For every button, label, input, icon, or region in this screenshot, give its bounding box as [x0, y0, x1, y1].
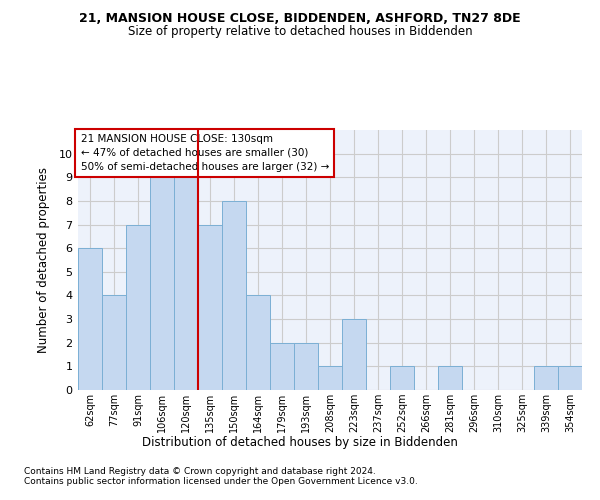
- Bar: [342, 319, 366, 390]
- Bar: [78, 248, 102, 390]
- Bar: [198, 224, 222, 390]
- Bar: [558, 366, 582, 390]
- Text: 21 MANSION HOUSE CLOSE: 130sqm
← 47% of detached houses are smaller (30)
50% of : 21 MANSION HOUSE CLOSE: 130sqm ← 47% of …: [80, 134, 329, 172]
- Text: Contains HM Land Registry data © Crown copyright and database right 2024.: Contains HM Land Registry data © Crown c…: [24, 467, 376, 476]
- Bar: [246, 296, 270, 390]
- Bar: [126, 224, 150, 390]
- Bar: [270, 342, 294, 390]
- Text: Distribution of detached houses by size in Biddenden: Distribution of detached houses by size …: [142, 436, 458, 449]
- Bar: [102, 296, 126, 390]
- Text: Size of property relative to detached houses in Biddenden: Size of property relative to detached ho…: [128, 25, 472, 38]
- Bar: [390, 366, 414, 390]
- Bar: [534, 366, 558, 390]
- Text: Contains public sector information licensed under the Open Government Licence v3: Contains public sector information licen…: [24, 477, 418, 486]
- Bar: [294, 342, 318, 390]
- Bar: [174, 178, 198, 390]
- Text: 21, MANSION HOUSE CLOSE, BIDDENDEN, ASHFORD, TN27 8DE: 21, MANSION HOUSE CLOSE, BIDDENDEN, ASHF…: [79, 12, 521, 26]
- Bar: [150, 178, 174, 390]
- Y-axis label: Number of detached properties: Number of detached properties: [37, 167, 50, 353]
- Bar: [438, 366, 462, 390]
- Bar: [318, 366, 342, 390]
- Bar: [222, 201, 246, 390]
